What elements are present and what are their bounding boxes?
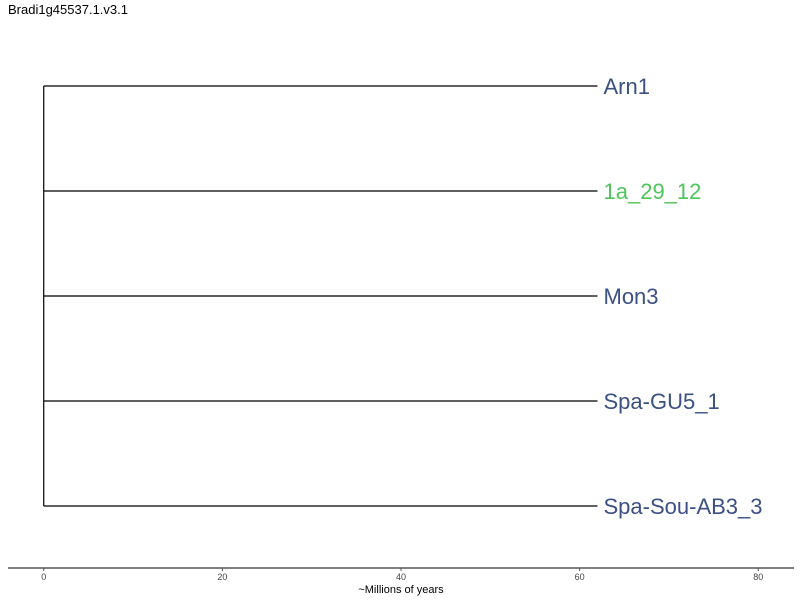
x-tick-label: 20 bbox=[217, 572, 227, 582]
leaf-label: 1a_29_12 bbox=[604, 179, 702, 204]
x-tick-label: 80 bbox=[753, 572, 763, 582]
x-tick-label: 0 bbox=[41, 572, 46, 582]
leaf-labels: Arn1 1a_29_12 Mon3 Spa-GU5_1 Spa-Sou-AB3_3 bbox=[604, 74, 763, 519]
x-tick-label: 60 bbox=[575, 572, 585, 582]
chart-title: Bradi1g45537.1.v3.1 bbox=[8, 2, 128, 17]
leaf-label: Spa-Sou-AB3_3 bbox=[604, 494, 763, 519]
x-axis: 0 20 40 60 80 ~Millions of years bbox=[8, 567, 794, 596]
x-axis-ticks: 0 20 40 60 80 bbox=[41, 568, 763, 582]
tree-branches bbox=[43, 85, 598, 507]
x-axis-title: ~Millions of years bbox=[358, 584, 444, 596]
leaf-label: Mon3 bbox=[604, 284, 659, 309]
x-tick-label: 40 bbox=[396, 572, 406, 582]
leaf-label: Arn1 bbox=[604, 74, 650, 99]
leaf-label: Spa-GU5_1 bbox=[604, 389, 720, 414]
